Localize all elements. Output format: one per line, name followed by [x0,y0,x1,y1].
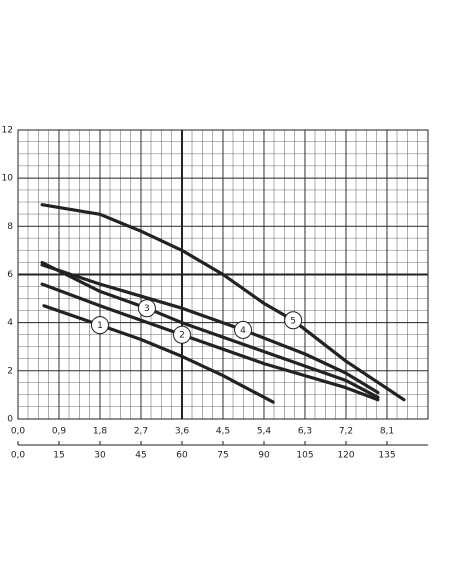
x2-tick-label: 135 [378,451,395,461]
x-tick-label: 2,7 [134,427,148,437]
x2-tick-label: 0,0 [11,451,26,461]
curve-label: 4 [240,326,246,336]
x2-tick-label: 105 [296,451,313,461]
curve-label-circle [284,311,303,330]
pump-curve [40,203,406,402]
x-tick-label: 3,6 [175,427,190,437]
x-tick-label: 7,2 [339,427,353,437]
curve-label: 3 [144,304,150,314]
curve-label-circle [137,299,156,318]
curve-label-circle [234,320,253,339]
x2-tick-label: 45 [135,451,146,461]
x2-tick-label: 75 [217,451,228,461]
curve-label-circle [173,325,191,344]
x-tick-label: 0,0 [11,427,26,437]
curve-label: 5 [290,316,296,326]
x-tick-label: 6,3 [298,427,312,437]
x-tick-label: 1,8 [93,427,108,437]
x2-tick-label: 15 [53,451,64,461]
y-tick-label: 2 [7,366,13,376]
x-tick-label: 0,9 [52,427,67,437]
y-tick-label: 12 [2,126,13,136]
x2-tick-label: 60 [176,451,188,461]
curve-label: 2 [179,331,185,341]
x2-tick-label: 90 [258,451,270,461]
x-tick-label: 4,5 [216,427,230,437]
x2-tick-label: 120 [337,451,354,461]
pump-curve [40,282,380,402]
y-tick-label: 10 [2,174,14,184]
y-tick-label: 8 [7,222,13,232]
y-tick-label: 6 [7,270,13,280]
x-tick-label: 8,1 [380,427,394,437]
curve-label-circle [91,316,109,335]
curve-label: 1 [97,321,103,331]
x-tick-label: 5,4 [257,427,272,437]
y-tick-label: 4 [7,318,13,328]
pump-curve [40,260,380,399]
y-tick-label: 0 [7,415,13,425]
pump-curve [42,304,275,404]
x2-tick-label: 30 [94,451,106,461]
